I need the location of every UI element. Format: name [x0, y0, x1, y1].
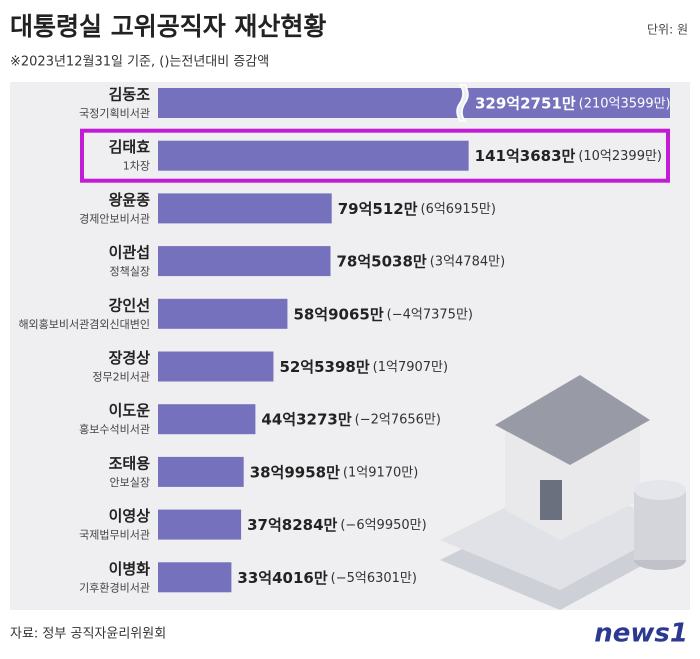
value-label: 44억3273만: [261, 411, 351, 429]
role-label: 해외홍보비서관겸외신대변인: [18, 317, 150, 331]
change-label: (−6억9950만): [340, 518, 426, 533]
role-label: 홍보수석비서관: [79, 422, 150, 436]
subtitle: ※2023년12월31일 기준, ()는전년대비 증감액: [10, 55, 269, 70]
value-label: 79억512만: [338, 200, 418, 218]
value-label: 33억4016만: [237, 569, 327, 587]
role-label: 경제안보비서관: [79, 212, 150, 225]
value-label: 78억5038만: [337, 253, 427, 271]
axis-break: [456, 84, 469, 122]
change-label: (210억3599만): [579, 97, 671, 112]
value-label: 37억8284만: [247, 516, 337, 534]
category-label: 강인선: [109, 296, 150, 314]
role-label: 1차장: [123, 160, 150, 173]
house-illustration: [440, 375, 686, 610]
role-label: 정책실장: [110, 265, 150, 278]
bar: [158, 88, 670, 118]
role-label: 기후환경비서관: [79, 581, 150, 594]
category-label: 이병화: [109, 560, 151, 578]
bar: [158, 298, 288, 329]
role-label: 정무2비서관: [92, 371, 150, 384]
category-label: 이관섭: [109, 244, 150, 262]
highlight-box: [80, 128, 670, 183]
bar: [158, 562, 232, 593]
category-label: 김동조: [109, 86, 151, 104]
bar: [158, 404, 256, 435]
value-label: 38억9958만: [250, 463, 340, 481]
change-label: (−5억6301만): [331, 571, 417, 586]
change-label: (6억6915만): [421, 202, 496, 217]
role-label: 국정기획비서관: [79, 107, 150, 120]
value-label: 329억2751만: [475, 95, 576, 113]
change-label: (1억7907만): [373, 360, 448, 375]
change-label: (1억9170만): [343, 465, 418, 480]
bar: [158, 509, 242, 540]
value-label: 52억5398만: [279, 358, 369, 376]
category-label: 이영상: [109, 507, 151, 525]
change-label: (10억2399만): [578, 149, 662, 164]
role-label: 안보실장: [110, 476, 150, 489]
bar: [158, 456, 244, 487]
logo: news1: [594, 619, 688, 649]
bar: [158, 193, 332, 224]
bar: [158, 140, 469, 171]
bar: [158, 246, 331, 277]
bar: [158, 351, 274, 382]
category-label: 김태효: [109, 138, 151, 156]
change-label: (−4억7375만): [387, 307, 473, 322]
value-label: 141억3683만: [475, 147, 576, 165]
change-label: (−2억7656만): [355, 413, 441, 428]
unit-label: 단위: 원: [647, 23, 688, 37]
category-label: 장경상: [109, 349, 151, 367]
category-label: 이도운: [109, 402, 151, 420]
category-label: 조태용: [109, 454, 151, 472]
source: 자료: 정부 공직자윤리위원회: [10, 627, 166, 642]
change-label: (3억4784만): [430, 255, 505, 270]
role-label: 국제법무비서관: [79, 529, 150, 542]
value-label: 58억9065만: [293, 305, 383, 323]
category-label: 왕윤종: [109, 191, 151, 209]
chart-title: 대통령실 고위공직자 재산현황: [10, 12, 326, 41]
